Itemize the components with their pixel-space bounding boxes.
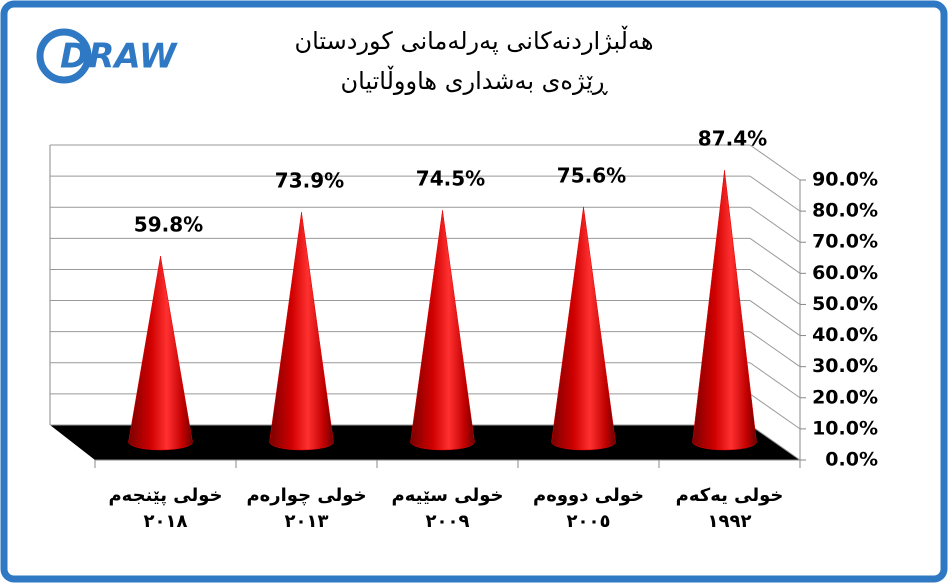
- x-tick-label: ٢٠٠٥: [567, 511, 611, 532]
- y-tick-label: 10.0%: [812, 417, 878, 439]
- grid-line: [749, 300, 801, 336]
- cone: [410, 210, 475, 451]
- value-label: 74.5%: [416, 167, 485, 191]
- cone: [128, 255, 193, 451]
- y-tick-label: 40.0%: [812, 324, 878, 346]
- x-tick-label: خولی یەکەم: [676, 485, 784, 506]
- y-tick-label: 90.0%: [812, 169, 878, 191]
- logo: DRAW: [36, 28, 178, 84]
- y-tick-label: 70.0%: [812, 231, 878, 253]
- grid-line: [749, 144, 801, 181]
- grid-line: [749, 362, 801, 399]
- x-tick-label: ٢٠١٣: [285, 511, 329, 532]
- grid-line: [749, 237, 801, 274]
- x-tick-label: خولی سێیەم: [392, 485, 504, 506]
- x-tick-label: ٢٠١٨: [144, 511, 188, 532]
- cone: [692, 170, 757, 451]
- chart-title: هەڵبژاردنەکانی پەرلەمانی کوردستان: [294, 25, 653, 55]
- value-label: 73.9%: [275, 169, 344, 193]
- grid-line: [749, 206, 801, 243]
- value-label: 75.6%: [557, 163, 626, 187]
- value-label: 87.4%: [698, 127, 767, 151]
- chart-subtitle: ڕێژەی بەشداری هاووڵاتیان: [340, 65, 608, 95]
- grid-line: [749, 175, 801, 212]
- grid-line: [749, 331, 801, 368]
- x-tick-label: خولی پێنجەم: [108, 485, 222, 506]
- grid-line: [749, 424, 801, 461]
- grid-line: [749, 269, 801, 305]
- cone: [269, 212, 334, 451]
- value-label: 59.8%: [134, 212, 203, 236]
- y-tick-label: 60.0%: [812, 262, 878, 284]
- y-tick-label: 0.0%: [825, 449, 878, 471]
- y-tick-label: 30.0%: [812, 355, 878, 377]
- x-tick-label: ٢٠٠٩: [426, 511, 470, 532]
- x-tick-label: خولی دووەم: [533, 485, 644, 506]
- x-tick-label: خولی چوارەم: [246, 485, 366, 506]
- y-tick-label: 20.0%: [812, 386, 878, 408]
- grid-line: [749, 393, 801, 430]
- y-tick-label: 80.0%: [812, 200, 878, 222]
- y-tick-label: 50.0%: [812, 293, 878, 315]
- x-tick-label: ١٩٩٢: [708, 511, 752, 532]
- logo-text: DRAW: [60, 37, 178, 77]
- cone: [551, 206, 616, 451]
